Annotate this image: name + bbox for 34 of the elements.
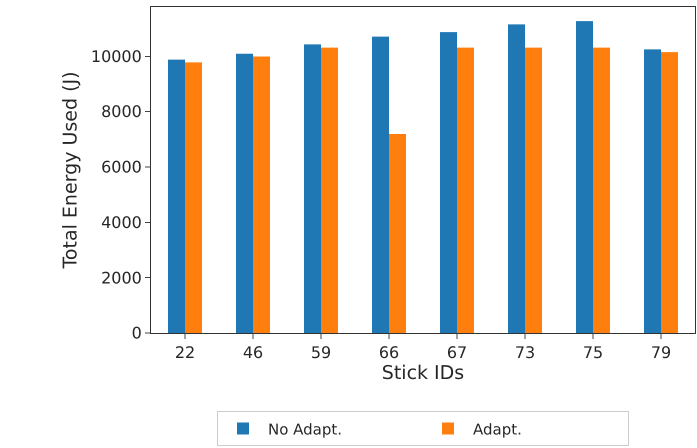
x-tick-label: 75 [582, 343, 604, 362]
y-tick-label: 10000 [90, 46, 142, 66]
bar [508, 24, 525, 333]
bar [525, 48, 542, 333]
y-tick-label: 4000 [101, 212, 142, 232]
bar [457, 48, 474, 333]
x-tick-label: 73 [514, 343, 536, 362]
x-tick-label: 59 [310, 343, 332, 362]
bar [236, 54, 253, 333]
y-tick-label: 0 [132, 324, 142, 343]
bar [644, 49, 661, 333]
y-tick-label: 6000 [101, 158, 142, 177]
bar [253, 56, 270, 333]
x-tick-label: 22 [174, 343, 196, 362]
x-axis-title: Stick IDs [382, 362, 464, 384]
x-tick-label: 66 [378, 343, 400, 362]
y-tick-label: 2000 [101, 268, 142, 288]
bar [168, 60, 185, 333]
bar [321, 48, 338, 333]
bar [389, 134, 406, 333]
bar [440, 32, 457, 333]
bar [372, 36, 389, 333]
bar [661, 52, 678, 333]
x-tick-label: 67 [446, 343, 468, 362]
legend-label: Adapt. [473, 420, 522, 438]
x-tick-label: 46 [242, 343, 264, 362]
bar [593, 48, 610, 333]
bar [576, 21, 593, 333]
legend-label: No Adapt. [268, 420, 342, 438]
bar [185, 62, 202, 333]
bar [304, 44, 321, 333]
x-tick-label: 79 [650, 343, 672, 362]
y-axis-title: Total Energy Used (J) [60, 72, 82, 270]
y-tick-label: 8000 [101, 102, 142, 122]
